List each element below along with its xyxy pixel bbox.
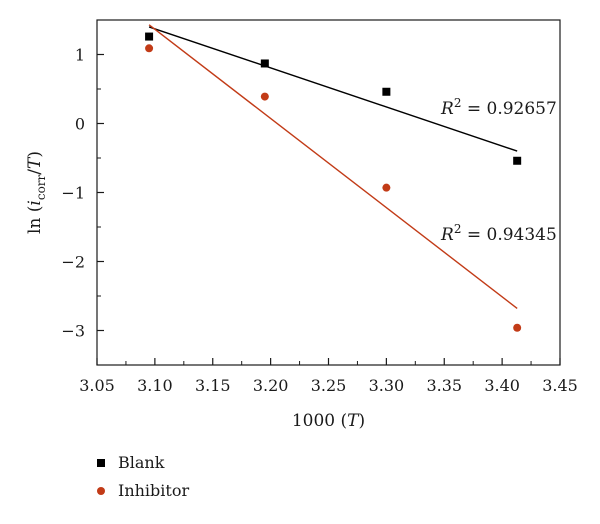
point-blank: [145, 32, 154, 41]
legend: Blank Inhibitor: [97, 453, 189, 500]
y-tick-label: −2: [61, 253, 85, 272]
x-tick-label: 3.10: [137, 376, 173, 395]
r2-label-blank: R2 = 0.92657: [440, 96, 557, 119]
x-tick-label: 3.25: [311, 376, 347, 395]
axis-titles: 1000 (T) ln (icorr/T): [25, 151, 365, 431]
x-tick-label: 3.05: [79, 376, 115, 395]
r2-label-inhibitor: R2 = 0.94345: [440, 222, 557, 245]
y-axis-title: ln (icorr/T): [25, 151, 48, 234]
x-tick-label: 3.20: [253, 376, 289, 395]
x-tick-label: 3.40: [484, 376, 520, 395]
fit-line-blank: [148, 26, 518, 152]
legend-label-inhibitor: Inhibitor: [118, 481, 189, 500]
data-points: [145, 32, 522, 332]
x-tick-label: 3.45: [542, 376, 578, 395]
legend-marker-blank: [97, 459, 105, 467]
point-blank: [260, 59, 269, 68]
point-inhibitor: [260, 92, 269, 101]
point-inhibitor: [513, 323, 522, 332]
y-tick-label: −1: [61, 184, 85, 203]
x-axis-title: 1000 (T): [292, 411, 365, 431]
y-tick-label: −3: [61, 322, 85, 341]
x-tick-label: 3.30: [369, 376, 405, 395]
point-blank: [382, 87, 391, 96]
plot-frame: [96, 19, 561, 366]
point-inhibitor: [145, 44, 154, 53]
legend-marker-inhibitor: [97, 487, 105, 495]
point-blank: [513, 156, 522, 165]
legend-label-blank: Blank: [118, 453, 165, 472]
y-axis-ticks: 1 0 −1 −2 −3: [61, 19, 104, 366]
plot-border: [96, 19, 561, 366]
fit-line-inhibitor: [148, 24, 518, 309]
x-tick-label: 3.15: [195, 376, 231, 395]
y-tick-label: 0: [75, 115, 85, 134]
x-axis-ticks: 3.05 3.10 3.15 3.20 3.25 3.30 3.35 3.40 3.45: [79, 358, 578, 395]
x-tick-label: 3.35: [426, 376, 462, 395]
point-inhibitor: [382, 183, 391, 192]
fit-lines: [148, 24, 518, 309]
y-tick-label: 1: [75, 46, 85, 65]
r2-annotations: R2 = 0.92657 R2 = 0.94345: [440, 96, 557, 245]
